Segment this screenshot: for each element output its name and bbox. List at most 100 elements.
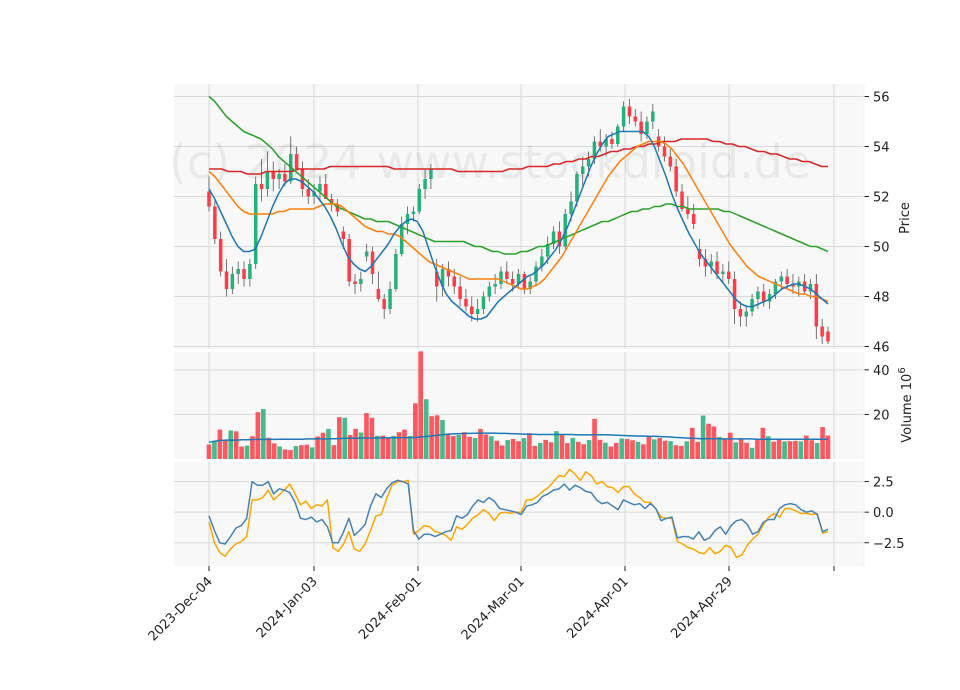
candle-body (592, 141, 597, 159)
candle-body (651, 111, 655, 122)
volume-bar (434, 415, 440, 459)
volume-bar (489, 436, 494, 459)
candle-body (376, 289, 381, 299)
volume-bar (375, 435, 380, 459)
x-tick-label: 2024-Apr-29 (668, 574, 735, 641)
x-tick-label: 2023-Dec-04 (146, 574, 216, 644)
volume-bar (364, 413, 369, 459)
volume-bar (320, 432, 326, 459)
candle-body (598, 141, 603, 147)
volume-bar (825, 435, 831, 459)
oscillator-blue-line (208, 479, 829, 545)
candle-body (750, 299, 754, 312)
volume-y-tick-label: 20 (873, 408, 890, 423)
volume-bar (527, 433, 532, 459)
price-y-tick-label: 56 (873, 91, 890, 106)
volume-bar (727, 432, 733, 459)
candle-body (721, 271, 725, 274)
volume-bar (684, 441, 690, 459)
candle-body (814, 284, 819, 327)
volume-bar (445, 433, 451, 459)
volume-bar (440, 419, 445, 459)
price-y-tick-label: 50 (873, 241, 890, 256)
candle-body (475, 309, 480, 314)
volume-axis-label: Volume 106 (897, 367, 915, 442)
candle-body (499, 271, 503, 284)
candle-body (300, 169, 305, 189)
sma-red-line (209, 138, 828, 175)
candle-body (510, 279, 515, 284)
volume-bar (798, 441, 804, 459)
volume-bar (809, 440, 815, 459)
volume-bar (380, 435, 386, 459)
candle-body (417, 189, 421, 212)
volume-bar (244, 445, 250, 459)
volume-bar (619, 438, 624, 459)
volume-bar (304, 444, 310, 459)
candle-body (674, 166, 678, 192)
volume-bar (608, 446, 614, 459)
candle-body (394, 254, 398, 289)
candle-body (218, 239, 223, 272)
volume-bar (586, 440, 592, 459)
candle-body (569, 201, 573, 214)
candle-body (405, 214, 410, 224)
candle-body (388, 289, 392, 309)
volume-bar (413, 403, 418, 459)
volume-bar (755, 439, 760, 459)
oscillator-y-tick-label: 2.5 (873, 476, 894, 491)
volume-bar (298, 445, 304, 459)
candle-body (616, 126, 620, 144)
candle-body (493, 284, 497, 287)
volume-bar (717, 436, 722, 459)
price-y-tick-label: 52 (873, 191, 890, 206)
volume-bar (570, 438, 576, 459)
volume-bar (554, 431, 559, 459)
volume-bar (603, 442, 608, 459)
candle-body (341, 231, 346, 239)
candle-body (715, 261, 719, 274)
candle-body (364, 251, 369, 257)
candle-body (528, 281, 532, 289)
candle-body (645, 121, 649, 134)
volume-bar (776, 438, 782, 459)
volume-bar (803, 435, 809, 459)
candle-body (826, 331, 830, 342)
volume-bar (277, 446, 282, 459)
volume-bar (483, 434, 489, 459)
volume-bar (206, 444, 212, 459)
candle-body (505, 271, 509, 279)
volume-bar (288, 450, 293, 459)
volume-bar (548, 442, 554, 459)
candle-body (236, 269, 240, 274)
volume-bar (282, 449, 288, 459)
volume-bar (250, 436, 255, 459)
candle-body (382, 299, 386, 309)
candle-body (306, 189, 311, 197)
volume-bar (326, 428, 331, 459)
candle-body (773, 281, 778, 294)
candle-body (253, 184, 258, 264)
volume-bar (516, 441, 521, 459)
volume-bar (744, 442, 749, 459)
volume-bar (722, 439, 728, 459)
volume-bar (418, 351, 424, 459)
volume-bar (499, 445, 505, 459)
volume-bar (695, 441, 700, 459)
price-panel-bg (174, 84, 864, 349)
candle-body (259, 184, 264, 189)
volume-bar (635, 441, 641, 459)
candle-body (551, 231, 556, 244)
volume-bar (581, 444, 586, 459)
x-tick-label: 2024-Jan-03 (254, 574, 321, 641)
volume-bar (651, 439, 657, 459)
volume-bar (613, 442, 619, 459)
volume-bar (765, 436, 771, 459)
volume-y-tick-label: 40 (873, 364, 890, 379)
volume-bar (641, 444, 646, 459)
volume-bar (559, 434, 565, 459)
volume-bar (673, 445, 679, 459)
candle-body (779, 276, 784, 282)
candle-body (318, 184, 322, 192)
